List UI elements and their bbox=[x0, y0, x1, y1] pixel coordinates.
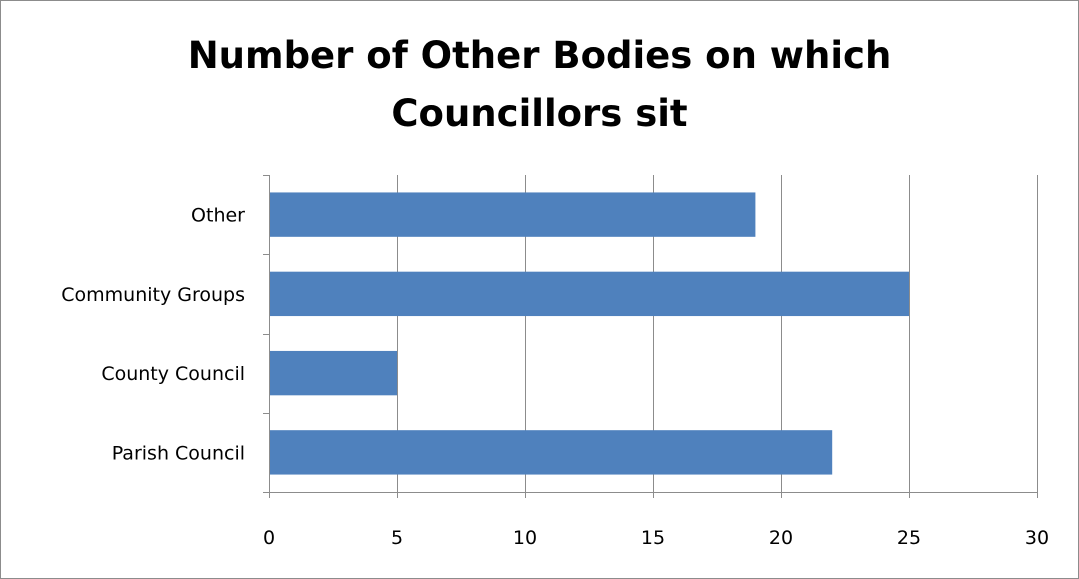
y-tick-label: Community Groups bbox=[61, 284, 245, 306]
bar-parish-council bbox=[269, 430, 833, 475]
x-tick-label: 5 bbox=[391, 527, 403, 549]
chart-title: Number of Other Bodies on which Councill… bbox=[1, 27, 1078, 143]
bar-county-council bbox=[269, 350, 397, 396]
y-tick-label: Parish Council bbox=[112, 442, 245, 464]
x-tick-label: 10 bbox=[513, 527, 537, 549]
x-tick-label: 15 bbox=[641, 527, 665, 549]
x-tick-label: 20 bbox=[769, 527, 793, 549]
chart-title-line-2: Councillors sit bbox=[391, 92, 688, 135]
bar-other bbox=[269, 192, 756, 237]
chart-title-line-1: Number of Other Bodies on which bbox=[187, 34, 892, 77]
bar-community-groups bbox=[269, 271, 909, 317]
x-tick-label: 30 bbox=[1025, 527, 1049, 549]
y-tick-label: Other bbox=[191, 205, 245, 227]
y-tick-label: County Council bbox=[101, 363, 245, 385]
x-tick-label: 25 bbox=[897, 527, 921, 549]
x-tick-label: 0 bbox=[263, 527, 275, 549]
